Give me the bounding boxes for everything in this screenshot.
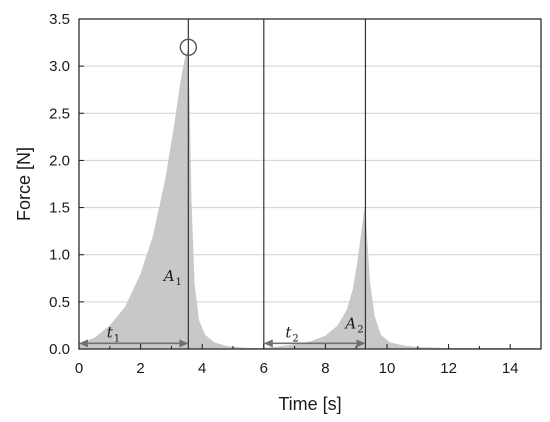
annotation-label: t2 [285, 324, 298, 345]
y-axis-ticks: 0.0 0.5 1.0 1.5 2.0 2.5 3.0 3.5 [49, 11, 84, 358]
y-tick-label: 3.0 [49, 58, 70, 75]
annotations: t1 A1 t2 A2 [107, 267, 364, 345]
plot-frame [78, 18, 542, 350]
x-tick-label: 12 [440, 360, 457, 377]
x-tick-label: 2 [136, 360, 144, 377]
y-tick-label: 2.0 [49, 152, 70, 169]
vertical-markers [179, 19, 367, 349]
x-axis-ticks: 0 2 4 6 8 10 12 14 [75, 344, 519, 377]
interval-arrowhead-left [79, 339, 88, 348]
y-tick-label: 3.5 [49, 11, 70, 28]
peak-marker [179, 38, 198, 56]
annotation-label: t1 [107, 324, 120, 345]
plot-border [78, 18, 542, 350]
y-tick-label: 1.0 [49, 247, 70, 264]
annotation-label: A2 [343, 314, 363, 335]
y-tick-label: 0.0 [49, 341, 70, 358]
interval-arrowhead-left [263, 339, 273, 348]
y-tick-label: 2.5 [49, 105, 70, 122]
x-tick-label: 0 [75, 360, 83, 377]
y-tick-label: 0.5 [49, 294, 70, 311]
x-tick-label: 8 [321, 360, 329, 377]
interval-arrowhead-right [179, 339, 189, 348]
annotation-label: A1 [162, 267, 182, 288]
force-area [79, 49, 541, 350]
x-axis-label: Time [s] [278, 394, 341, 414]
x-tick-label: 10 [379, 360, 396, 377]
y-axis-label: Force [N] [14, 147, 34, 221]
x-tick-label: 6 [260, 360, 268, 377]
y-tick-label: 1.5 [49, 200, 70, 217]
interval-arrowhead-right [356, 339, 366, 348]
force-area-series [79, 49, 541, 350]
x-tick-label: 4 [198, 360, 206, 377]
x-tick-label: 14 [502, 360, 519, 377]
interval-arrows [79, 339, 366, 348]
